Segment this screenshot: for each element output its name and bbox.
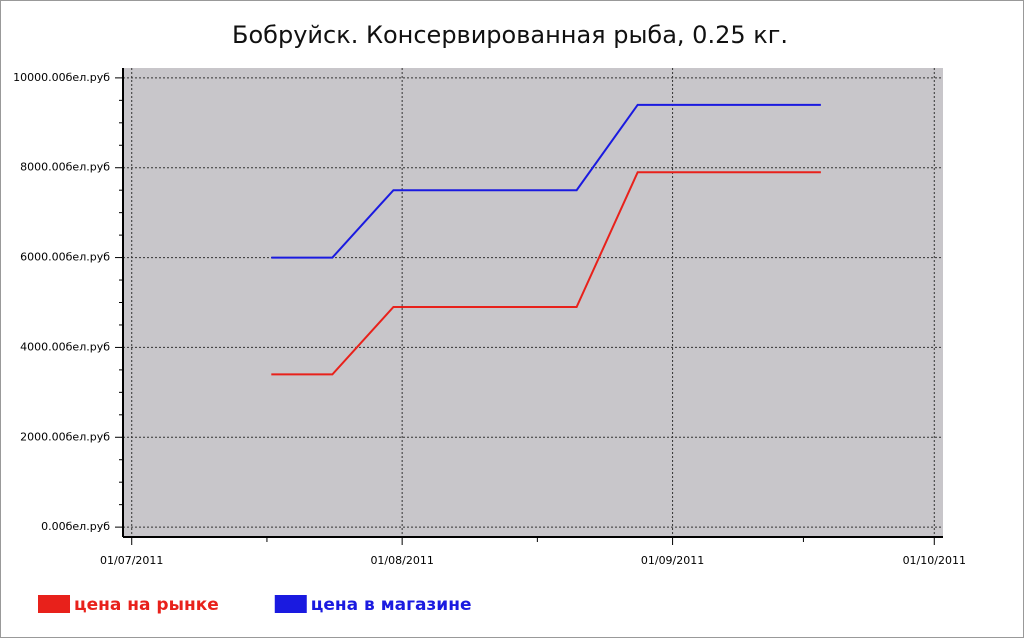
y-tick-label: 2000.00бел.руб — [20, 430, 110, 443]
y-tick-label: 8000.00бел.руб — [20, 161, 110, 174]
x-tick-label: 01/10/2011 — [903, 554, 966, 567]
legend-label: цена в магазине — [311, 595, 472, 615]
y-tick-label: 4000.00бел.руб — [20, 340, 110, 353]
series-line — [271, 103, 821, 259]
plot-area — [123, 68, 943, 537]
x-tick-label: 01/07/2011 — [100, 554, 163, 567]
legend-swatch — [38, 595, 70, 613]
legend-swatch — [274, 595, 307, 613]
chart-title: Бобруйск. Консервированная рыба, 0.25 кг… — [232, 21, 788, 49]
legend-label: цена на рынке — [74, 595, 219, 615]
x-tick-label: 01/09/2011 — [641, 554, 704, 567]
y-tick-label: 0.00бел.руб — [41, 520, 110, 533]
x-tick-label: 01/08/2011 — [370, 554, 433, 567]
y-tick-label: 6000.00бел.руб — [20, 251, 110, 264]
series-line — [271, 171, 821, 376]
y-tick-label: 10000.00бел.руб — [13, 71, 110, 84]
